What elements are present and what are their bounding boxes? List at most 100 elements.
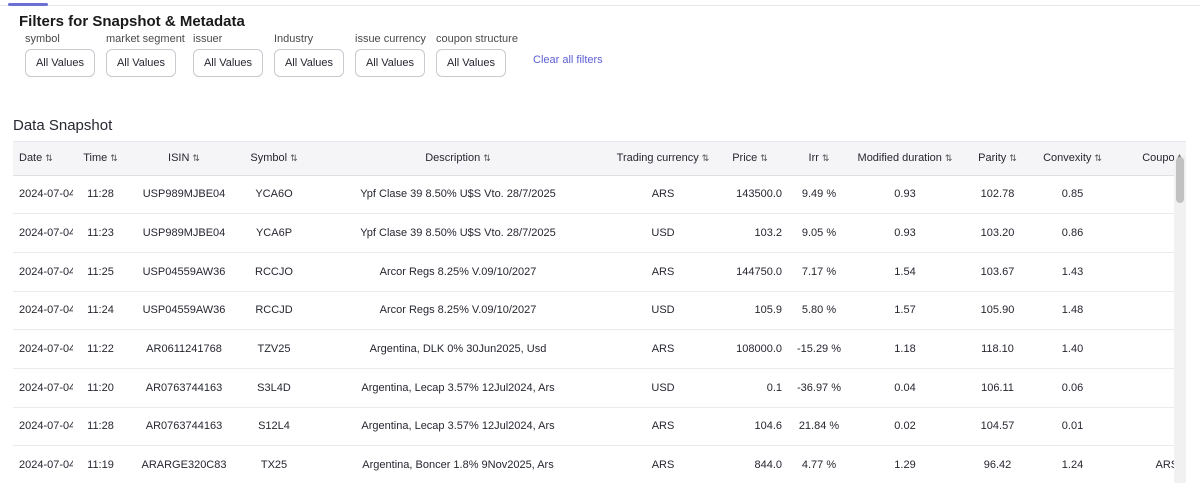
filter-issue-currency-select[interactable]: All Values (355, 49, 425, 77)
cell-parity: 103.67 (980, 265, 1015, 278)
column-header-convexity[interactable]: Convexity ⇅ (1035, 142, 1110, 176)
sort-icon[interactable]: ⇅ (1009, 153, 1017, 164)
cell-convexity: 0.01 (1061, 420, 1084, 433)
table-row[interactable]: 2024-07-04 11:24 USP04559AW36 RCCJD Arcor Re… (13, 291, 1186, 330)
cell-time: 11:20 (87, 381, 114, 394)
table-row[interactable]: 2024-07-04 11:22 AR0611241768 TZV25 Argentin… (13, 330, 1186, 369)
filter-market-segment-select[interactable]: All Values (106, 49, 176, 77)
scrollbar-thumb[interactable] (1176, 157, 1184, 203)
cell-convexity: 0.06 (1061, 381, 1084, 394)
column-header-modified-duration[interactable]: Modified duration ⇅ (850, 142, 960, 176)
cell-time: 11:28 (87, 188, 114, 201)
filter-symbol-select[interactable]: All Values (25, 49, 95, 77)
sort-icon[interactable]: ⇅ (821, 153, 830, 164)
sort-icon[interactable]: ⇅ (944, 153, 953, 164)
cell-irr: 9.49 % (801, 188, 837, 201)
cell-convexity: 0.86 (1061, 227, 1084, 240)
cell-description: Arcor Regs 8.25% V.09/10/2027 (379, 265, 537, 278)
cell-date: 2024-07-04 (19, 188, 73, 201)
cell-modified-duration: 0.02 (894, 420, 916, 433)
column-header-price[interactable]: Price ⇅ (718, 142, 788, 176)
cell-irr: 7.17 % (801, 265, 837, 278)
filter-market-segment: market segment All Values (106, 32, 185, 77)
sort-icon[interactable]: ⇅ (290, 153, 298, 164)
cell-price: 103.2 (754, 227, 782, 240)
filter-issue-currency: issue currency All Values (355, 32, 426, 77)
sort-icon[interactable]: ⇅ (192, 153, 200, 164)
cell-description: Argentina, Boncer 1.8% 9Nov2025, Ars (362, 459, 554, 472)
table-row[interactable]: 2024-07-04 11:23 USP989MJBE04 YCA6P Ypf Clas… (13, 214, 1186, 253)
table-header-row: Date ⇅ Time ⇅ ISIN ⇅ Symbol ⇅ Description ⇅ T… (13, 142, 1186, 176)
cell-price: 844.0 (754, 459, 782, 472)
cell-date: 2024-07-04 (19, 304, 73, 317)
cell-trading-currency: USD (651, 227, 675, 240)
filter-label: coupon structure (436, 33, 518, 45)
column-header-symbol[interactable]: Symbol ⇅ (240, 142, 308, 176)
filter-industry-select[interactable]: All Values (274, 49, 344, 77)
cell-time: 11:19 (87, 459, 114, 472)
cell-time: 11:28 (87, 420, 114, 433)
sort-icon[interactable]: ⇅ (760, 153, 768, 164)
cell-symbol: YCA6P (255, 227, 293, 240)
cell-description: Argentina, Lecap 3.57% 12Jul2024, Ars (361, 381, 555, 394)
filter-coupon-structure-select[interactable]: All Values (436, 49, 506, 77)
clear-all-filters-link[interactable]: Clear all filters (533, 54, 603, 66)
column-header-irr[interactable]: Irr ⇅ (788, 142, 850, 176)
sort-icon[interactable]: ⇅ (45, 153, 53, 164)
data-snapshot-table: Date ⇅ Time ⇅ ISIN ⇅ Symbol ⇅ Description ⇅ T… (13, 141, 1186, 483)
filter-label: issue currency (355, 33, 426, 45)
filter-industry: Industry All Values (274, 32, 344, 77)
column-header-description[interactable]: Description ⇅ (308, 142, 608, 176)
cell-parity: 96.42 (983, 459, 1012, 472)
table-row[interactable]: 2024-07-04 11:28 AR0763744163 S12L4 Argentin… (13, 407, 1186, 446)
cell-irr: 9.05 % (801, 227, 837, 240)
table-scrollbar[interactable]: ▲ (1174, 153, 1186, 483)
cell-date: 2024-07-04 (19, 227, 73, 240)
cell-symbol: YCA6O (255, 188, 293, 201)
cell-price: 104.6 (754, 420, 782, 433)
filter-label: symbol (25, 33, 60, 45)
cell-irr: 21.84 % (798, 420, 840, 433)
cell-irr: -15.29 % (796, 343, 842, 356)
cell-trading-currency: ARS (651, 188, 675, 201)
cell-date: 2024-07-04 (19, 343, 73, 356)
cell-trading-currency: ARS (651, 459, 675, 472)
cell-modified-duration: 0.04 (894, 381, 916, 394)
cell-symbol: S3L4D (257, 381, 291, 394)
column-header-time[interactable]: Time ⇅ (73, 142, 128, 176)
column-header-isin[interactable]: ISIN ⇅ (128, 142, 240, 176)
cell-trading-currency: USD (651, 304, 675, 317)
cell-date: 2024-07-04 (19, 420, 73, 433)
filter-label: Industry (274, 33, 314, 45)
column-header-date[interactable]: Date ⇅ (13, 142, 73, 176)
column-header-label: Time (83, 152, 108, 165)
cell-time: 11:24 (87, 304, 114, 317)
column-header-coupon[interactable]: Coupon (1110, 142, 1186, 176)
column-header-trading-currency[interactable]: Trading currency ⇅ (608, 142, 718, 176)
sort-icon[interactable]: ⇅ (1094, 153, 1102, 164)
sort-icon[interactable]: ⇅ (110, 153, 118, 164)
table-row[interactable]: 2024-07-04 11:25 USP04559AW36 RCCJO Arcor Re… (13, 252, 1186, 292)
scroll-up-arrow-icon[interactable]: ▲ (1176, 153, 1183, 160)
cell-date: 2024-07-04 (19, 459, 73, 472)
filter-issuer-select[interactable]: All Values (193, 49, 263, 77)
table-row[interactable]: 2024-07-04 11:19 ARARGE320C83 TX25 Argentina… (13, 446, 1186, 483)
cell-modified-duration: 1.18 (894, 343, 916, 356)
cell-parity: 118.10 (981, 343, 1014, 356)
table-row[interactable]: 2024-07-04 11:28 USP989MJBE04 YCA6O Ypf Clas… (13, 175, 1186, 214)
cell-convexity: 0.85 (1061, 188, 1084, 201)
filter-symbol: symbol All Values (25, 32, 95, 77)
cell-price: 108000.0 (736, 343, 782, 356)
cell-trading-currency: USD (651, 381, 675, 394)
cell-modified-duration: 1.57 (894, 304, 916, 317)
active-tab-indicator[interactable] (8, 3, 48, 6)
cell-trading-currency: ARS (651, 420, 675, 433)
column-header-label: Date (19, 152, 43, 165)
column-header-parity[interactable]: Parity ⇅ (960, 142, 1035, 176)
filter-issuer: issuer All Values (193, 32, 263, 77)
column-header-label: Modified duration (857, 152, 942, 165)
table-row[interactable]: 2024-07-04 11:20 AR0763744163 S3L4D Argentin… (13, 368, 1186, 408)
filter-label: issuer (193, 33, 223, 45)
sort-icon[interactable]: ⇅ (483, 153, 491, 164)
sort-icon[interactable]: ⇅ (701, 153, 710, 164)
